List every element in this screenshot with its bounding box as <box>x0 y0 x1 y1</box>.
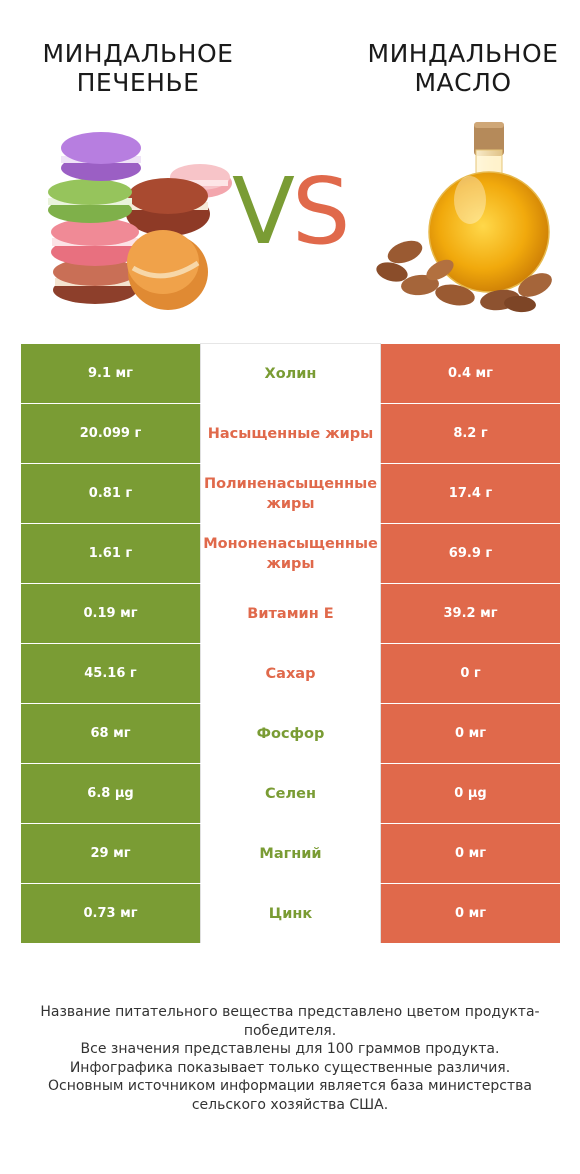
right-value: 17.4 г <box>380 463 560 524</box>
macarons-icon <box>48 132 232 310</box>
nutrient-name: Витамин E <box>200 583 381 644</box>
right-value: 0 мг <box>380 703 560 764</box>
left-product-title: МИНДАЛЬНОЕ ПЕЧЕНЬЕ <box>42 38 234 97</box>
vs-letter-v: V <box>232 158 295 265</box>
comparison-table: 9.1 мг Холин 0.4 мг 20.099 г Насыщенные жиры… <box>21 343 560 944</box>
oil-bottle-with-almonds-icon <box>376 122 552 313</box>
table-row: 0.73 мг Цинк 0 мг <box>21 883 560 944</box>
nutrient-name: Селен <box>200 763 381 824</box>
right-value: 0 мг <box>380 883 560 944</box>
left-value: 29 мг <box>21 823 201 884</box>
nutrient-name: Мононенасыщенные жиры <box>200 523 381 584</box>
nutrient-name: Цинк <box>200 883 381 944</box>
nutrient-name: Фосфор <box>200 703 381 764</box>
nutrient-name: Насыщенные жиры <box>200 403 381 464</box>
table-row: 0.19 мг Витамин E 39.2 мг <box>21 583 560 644</box>
right-value: 0.4 мг <box>380 343 560 404</box>
footer-notes: Название питательного вещества представл… <box>30 1003 550 1114</box>
table-row: 29 мг Магний 0 мг <box>21 823 560 884</box>
left-value: 68 мг <box>21 703 201 764</box>
right-value: 0 µg <box>380 763 560 824</box>
nutrient-name: Сахар <box>200 643 381 704</box>
right-product-title: МИНДАЛЬНОЕ МАСЛО <box>367 38 559 97</box>
footer-line: Основным источником информации является … <box>48 1078 532 1113</box>
vs-letter-s: S <box>292 158 351 265</box>
left-value: 0.73 мг <box>21 883 201 944</box>
left-value: 1.61 г <box>21 523 201 584</box>
hero-illustration <box>48 122 552 313</box>
table-row: 45.16 г Сахар 0 г <box>21 643 560 704</box>
table-row: 0.81 г Полиненасыщенные жиры 17.4 г <box>21 463 560 524</box>
right-value: 39.2 мг <box>380 583 560 644</box>
left-value: 6.8 µg <box>21 763 201 824</box>
table-row: 9.1 мг Холин 0.4 мг <box>21 343 560 404</box>
left-value: 9.1 мг <box>21 343 201 404</box>
nutrient-name: Холин <box>200 343 381 404</box>
footer-line: Инфографика показывает только существенн… <box>69 1059 511 1076</box>
footer-line: Название питательного вещества представл… <box>40 1004 540 1039</box>
nutrient-name: Магний <box>200 823 381 884</box>
left-value: 0.81 г <box>21 463 201 524</box>
right-value: 0 мг <box>380 823 560 884</box>
left-value: 0.19 мг <box>21 583 201 644</box>
table-row: 1.61 г Мононенасыщенные жиры 69.9 г <box>21 523 560 584</box>
right-value: 69.9 г <box>380 523 560 584</box>
left-value: 45.16 г <box>21 643 201 704</box>
right-value: 0 г <box>380 643 560 704</box>
left-value: 20.099 г <box>21 403 201 464</box>
table-row: 68 мг Фосфор 0 мг <box>21 703 560 764</box>
right-value: 8.2 г <box>380 403 560 464</box>
nutrient-name: Полиненасыщенные жиры <box>200 463 381 524</box>
table-row: 6.8 µg Селен 0 µg <box>21 763 560 824</box>
footer-line: Все значения представлены для 100 граммо… <box>80 1041 500 1057</box>
table-row: 20.099 г Насыщенные жиры 8.2 г <box>21 403 560 464</box>
